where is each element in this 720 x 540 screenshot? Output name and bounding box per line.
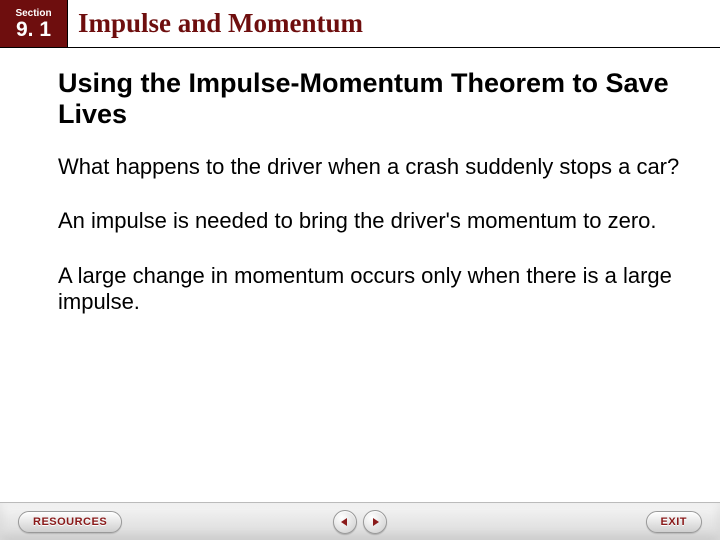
- footer-bar: RESOURCES EXIT: [0, 502, 720, 540]
- resources-button[interactable]: RESOURCES: [18, 511, 122, 533]
- nav-group: [333, 510, 387, 534]
- next-button[interactable]: [363, 510, 387, 534]
- section-label: Section: [0, 8, 67, 19]
- chapter-title: Impulse and Momentum: [78, 8, 363, 39]
- slide-heading: Using the Impulse-Momentum Theorem to Sa…: [58, 68, 682, 130]
- paragraph: What happens to the driver when a crash …: [58, 154, 682, 180]
- prev-button[interactable]: [333, 510, 357, 534]
- slide-header: Section 9. 1 Impulse and Momentum: [0, 0, 720, 48]
- section-number: 9. 1: [0, 19, 67, 40]
- paragraph: A large change in momentum occurs only w…: [58, 263, 682, 316]
- triangle-left-icon: [340, 517, 350, 527]
- exit-button[interactable]: EXIT: [646, 511, 702, 533]
- slide-content: Using the Impulse-Momentum Theorem to Sa…: [0, 48, 720, 316]
- paragraph: An impulse is needed to bring the driver…: [58, 208, 682, 234]
- title-box: Impulse and Momentum: [68, 0, 720, 47]
- triangle-right-icon: [370, 517, 380, 527]
- section-badge: Section 9. 1: [0, 0, 68, 47]
